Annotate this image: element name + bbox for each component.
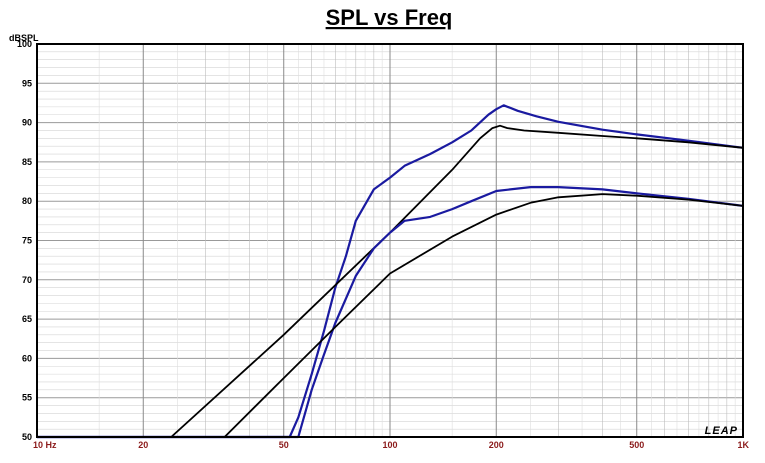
y-tick-label: 80 [22,196,32,206]
series-line-4 [37,193,744,438]
y-tick-label: 100 [17,39,32,49]
chart-title: SPL vs Freq [326,5,453,30]
y-tick-label: 50 [22,432,32,442]
x-tick-label: 500 [629,440,644,450]
y-tick-label: 95 [22,78,32,88]
x-tick-label: 10 Hz [33,440,57,450]
y-tick-labels: 50 55 60 65 70 75 80 85 90 95 100 [17,39,32,442]
x-tick-label: 100 [382,440,397,450]
y-axis-label: dBSPL [9,33,39,43]
y-tick-label: 75 [22,236,32,246]
series-line-2 [37,124,744,438]
series-lines [37,104,744,439]
x-tick-label: 50 [279,440,289,450]
plot-frame [36,43,744,438]
x-tick-label: 200 [489,440,504,450]
series-line-3 [37,186,744,439]
x-tick-label: 1K [737,440,749,450]
y-tick-label: 55 [22,393,32,403]
y-tick-label: 90 [22,118,32,128]
y-tick-label: 65 [22,314,32,324]
leap-logo: LEAP [705,425,738,437]
y-tick-label: 70 [22,275,32,285]
series-line-1 [37,104,744,439]
grid [36,43,743,438]
y-tick-label: 85 [22,157,32,167]
x-tick-label: 20 [138,440,148,450]
x-tick-labels: 10 Hz 20 50 100 200 500 1K [33,440,749,450]
y-tick-label: 60 [22,353,32,363]
